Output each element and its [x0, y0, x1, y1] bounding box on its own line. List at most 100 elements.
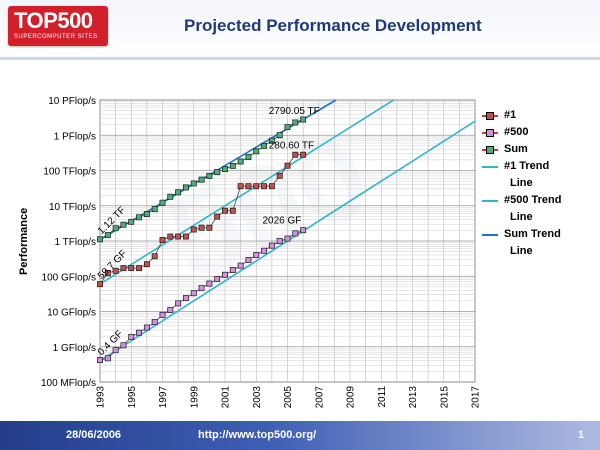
legend-item: #1: [482, 108, 597, 125]
data-point-n1: [229, 207, 236, 214]
data-point-n1: [237, 183, 244, 190]
y-axis-label: Performance: [18, 207, 30, 275]
data-point-n1: [136, 265, 143, 272]
data-point-n1: [300, 151, 307, 158]
y-tick-label: 100 GFlop/s: [42, 272, 96, 283]
x-tick-label: 1995: [127, 386, 138, 409]
data-point-n500: [182, 295, 189, 302]
y-tick-label: 1 TFlop/s: [55, 237, 97, 248]
logo-text: TOP500: [14, 8, 93, 33]
y-tick-label: 100 MFlop/s: [41, 378, 96, 389]
data-point-sum: [206, 173, 213, 179]
data-point-sum: [151, 206, 158, 213]
legend-item: Sum Trend Line: [482, 227, 597, 261]
data-point-n1: [151, 253, 158, 260]
data-point-sum: [284, 124, 291, 131]
data-point-n500: [175, 300, 182, 307]
data-point-sum: [268, 137, 275, 144]
x-tick-label: 2009: [346, 386, 357, 409]
data-point-n500: [237, 262, 244, 269]
data-point-n1: [104, 270, 111, 276]
data-point-sum: [261, 142, 268, 149]
data-point-sum: [112, 225, 119, 232]
legend-label: #1: [504, 109, 517, 121]
header-divider: [0, 57, 600, 60]
data-point-n1: [182, 233, 189, 240]
x-tick-label: 2005: [283, 386, 294, 409]
data-point-n1: [198, 224, 205, 231]
x-tick-label: 2013: [408, 386, 419, 409]
data-annotation: 2026 GF: [263, 216, 302, 227]
data-point-sum: [245, 154, 252, 161]
data-point-n500: [198, 285, 205, 292]
data-point-n500: [300, 227, 307, 234]
data-point-n500: [245, 257, 252, 263]
data-point-n500: [97, 357, 103, 363]
data-point-n1: [128, 265, 135, 272]
data-point-n500: [268, 242, 275, 249]
y-tick-label: 10 TFlop/s: [49, 202, 96, 213]
data-point-n1: [120, 265, 127, 272]
data-point-n500: [261, 247, 268, 254]
legend-swatch-line: [482, 200, 498, 202]
x-tick-label: 2017: [471, 386, 482, 409]
legend-label: #500 Trend Line: [504, 194, 562, 223]
y-tick-label: 100 TFlop/s: [43, 167, 96, 178]
data-point-n500: [104, 355, 111, 362]
data-point-n500: [284, 235, 291, 242]
data-point-sum: [128, 218, 135, 225]
data-point-n500: [112, 347, 119, 354]
data-point-n500: [229, 267, 236, 273]
x-tick-label: 1997: [158, 386, 169, 409]
data-point-n500: [143, 324, 150, 331]
data-point-n500: [214, 276, 221, 283]
legend-marker: [486, 129, 494, 137]
x-tick-label: 2003: [252, 386, 263, 409]
data-point-n1: [261, 183, 268, 190]
data-point-sum: [190, 180, 197, 187]
data-point-n500: [190, 290, 197, 297]
data-point-sum: [276, 132, 283, 139]
data-point-n1: [268, 183, 275, 190]
footer-url[interactable]: http://www.top500.org/: [198, 429, 317, 441]
legend-swatch-line: [482, 234, 498, 236]
x-tick-label: 2015: [439, 386, 450, 409]
data-point-n1: [112, 267, 119, 274]
data-point-sum: [167, 193, 174, 200]
data-point-sum: [300, 116, 307, 123]
data-point-n1: [97, 281, 103, 288]
data-point-n1: [206, 224, 213, 231]
data-point-sum: [182, 184, 189, 191]
data-point-n500: [253, 252, 260, 258]
data-point-sum: [292, 119, 299, 126]
legend-item: #1 Trend Line: [482, 159, 597, 193]
data-point-sum: [253, 148, 260, 155]
y-tick-label: 10 PFlop/s: [48, 96, 96, 107]
y-tick-label: 1 PFlop/s: [54, 131, 96, 142]
data-point-n500: [136, 329, 143, 336]
data-point-n500: [222, 271, 228, 278]
x-tick-label: 1993: [96, 386, 107, 409]
y-tick-label: 10 GFlop/s: [47, 308, 96, 319]
data-point-sum: [237, 158, 244, 165]
data-point-n1: [159, 237, 166, 243]
data-point-sum: [136, 214, 143, 221]
data-point-n500: [128, 333, 135, 340]
data-point-n1: [214, 213, 221, 220]
data-point-n1: [167, 233, 174, 240]
data-point-n500: [120, 342, 127, 349]
slide-title: Projected Performance Development: [184, 16, 482, 35]
data-point-sum: [104, 232, 111, 239]
data-point-n500: [159, 311, 166, 318]
data-point-sum: [120, 221, 127, 228]
data-point-n1: [253, 183, 260, 190]
data-point-n1: [292, 151, 299, 158]
page-number: 1: [578, 429, 585, 441]
x-tick-label: 2007: [314, 386, 325, 409]
x-tick-label: 1999: [189, 386, 200, 409]
data-point-n500: [206, 280, 213, 287]
data-point-n500: [276, 238, 283, 244]
data-point-n500: [167, 307, 174, 313]
data-point-n1: [245, 183, 252, 190]
